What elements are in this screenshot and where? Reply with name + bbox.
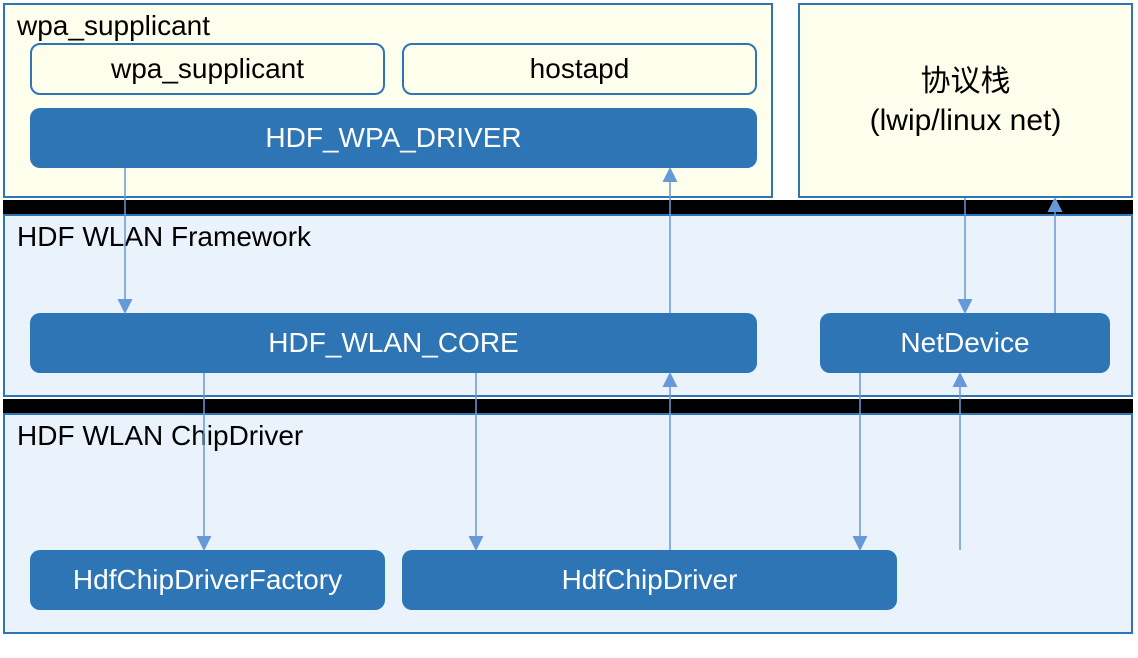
- box-netdevice-label: NetDevice: [900, 327, 1029, 359]
- divider-2: [3, 399, 1133, 413]
- box-hdf-chip-driver-factory: HdfChipDriverFactory: [30, 550, 385, 610]
- box-hdf-chip-driver-label: HdfChipDriver: [562, 564, 738, 596]
- box-hdf-wlan-core: HDF_WLAN_CORE: [30, 313, 757, 373]
- box-wpa-supplicant-inner-label: wpa_supplicant: [111, 53, 304, 85]
- hdf-wlan-diagram: wpa_supplicant 协议栈 (lwip/linux net) HDF …: [0, 0, 1138, 658]
- layer-top: wpa_supplicant: [3, 3, 773, 198]
- box-hdf-wpa-driver-label: HDF_WPA_DRIVER: [265, 122, 521, 154]
- divider-1: [3, 200, 1133, 214]
- box-hdf-chip-driver-factory-label: HdfChipDriverFactory: [73, 564, 342, 596]
- protocol-line1: 协议栈: [921, 62, 1011, 101]
- layer-top-title: wpa_supplicant: [17, 10, 210, 42]
- protocol-stack-box: 协议栈 (lwip/linux net): [798, 3, 1133, 198]
- protocol-line2: (lwip/linux net): [870, 101, 1062, 140]
- box-hdf-wpa-driver: HDF_WPA_DRIVER: [30, 108, 757, 168]
- box-netdevice: NetDevice: [820, 313, 1110, 373]
- box-hdf-chip-driver: HdfChipDriver: [402, 550, 897, 610]
- layer-mid-title: HDF WLAN Framework: [17, 221, 311, 253]
- box-hostapd: hostapd: [402, 43, 757, 95]
- box-hdf-wlan-core-label: HDF_WLAN_CORE: [268, 327, 518, 359]
- box-wpa-supplicant-inner: wpa_supplicant: [30, 43, 385, 95]
- layer-bot-title: HDF WLAN ChipDriver: [17, 420, 303, 452]
- box-hostapd-label: hostapd: [530, 53, 630, 85]
